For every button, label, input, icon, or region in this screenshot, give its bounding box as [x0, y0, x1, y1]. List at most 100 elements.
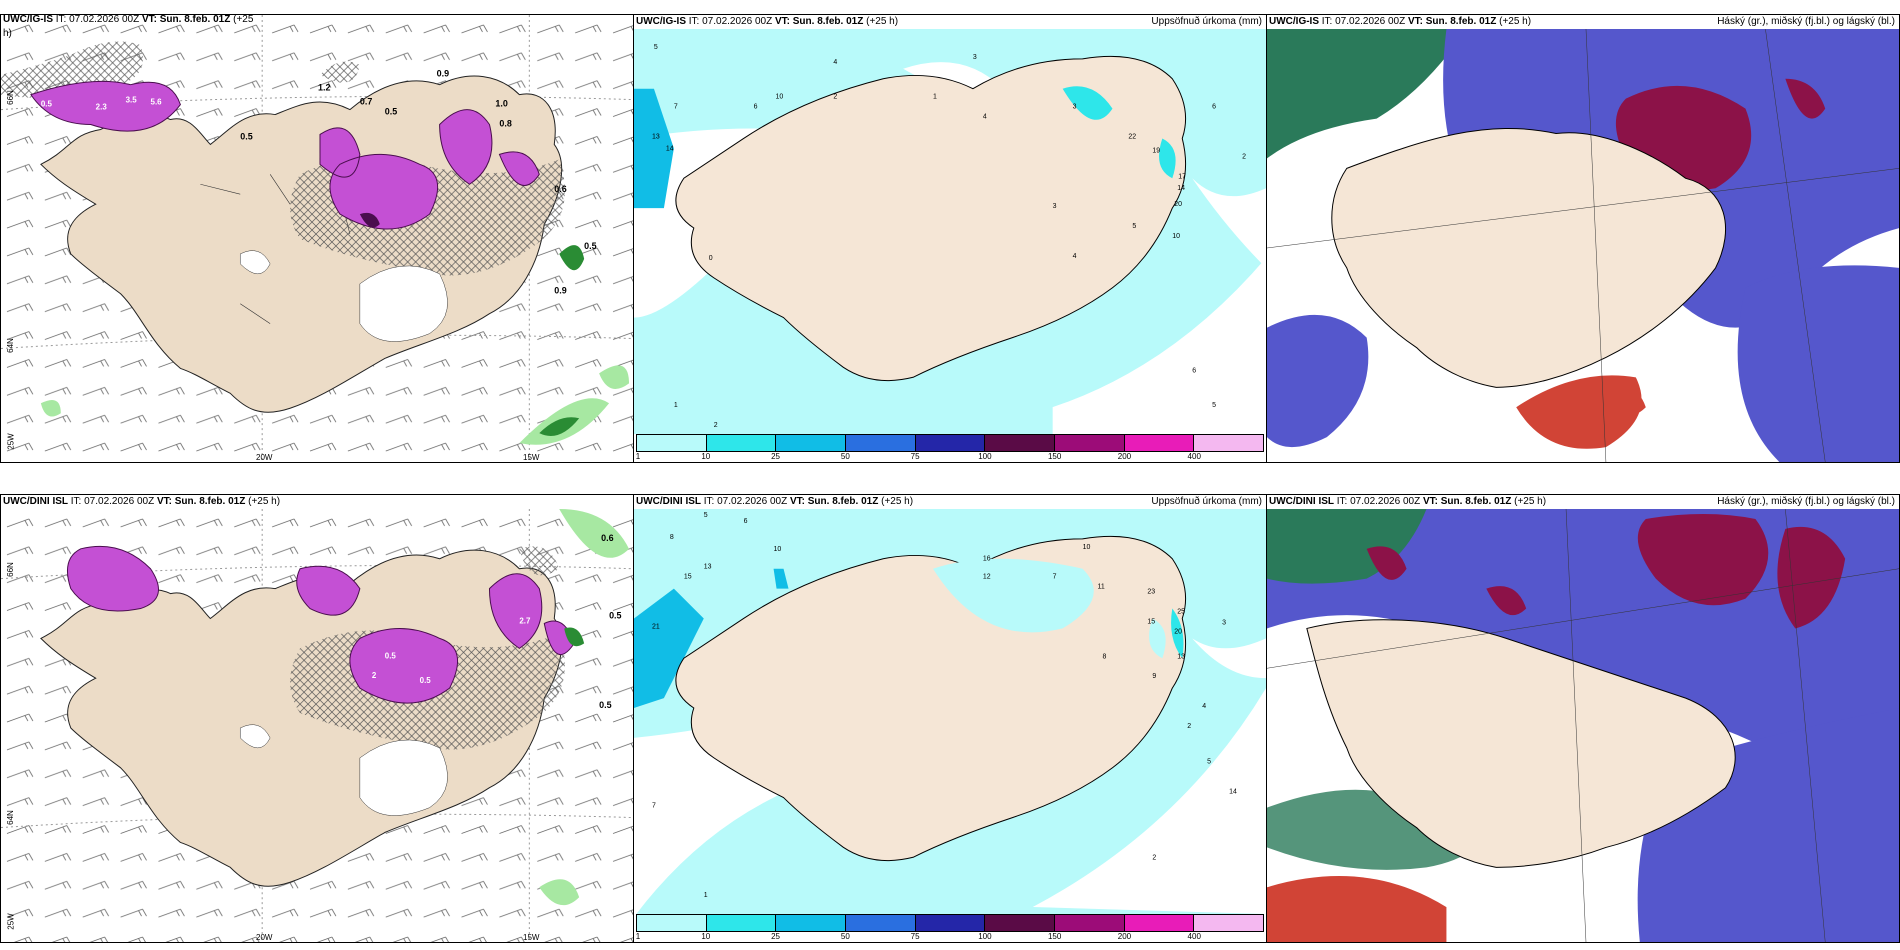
panel-row2-accum-precip: UWC/DINI ISL IT: 07.02.2026 00Z VT: Sun.…	[633, 494, 1267, 943]
colorbar-label: 400	[1187, 452, 1201, 461]
svg-text:14: 14	[1177, 185, 1185, 192]
map-cloud-cover	[1267, 29, 1899, 462]
panel-row1-clouds: UWC/IG-IS IT: 07.02.2026 00Z VT: Sun. 8.…	[1266, 14, 1900, 463]
svg-text:5: 5	[654, 44, 658, 51]
panel-row2-clouds: UWC/DINI ISL IT: 07.02.2026 00Z VT: Sun.…	[1266, 494, 1900, 943]
svg-text:19: 19	[1152, 147, 1160, 154]
colorbar: 1 10 25 50 75 100 150 200 400	[634, 914, 1266, 942]
colorbar-cell	[1124, 435, 1195, 451]
svg-text:2: 2	[1152, 854, 1156, 861]
lon-label: 25W	[6, 433, 16, 450]
map-accumulated-precip: 5 6 8 10 21 15 13 16 12 7 10 11 23 25 20…	[634, 509, 1266, 914]
lat-label: 64N	[5, 810, 15, 825]
lon-label: 25W	[6, 913, 16, 930]
svg-text:0.5: 0.5	[420, 676, 432, 685]
lat-label: 64N	[5, 338, 15, 353]
svg-text:8: 8	[670, 534, 674, 541]
colorbar-cell	[637, 915, 707, 931]
svg-text:10: 10	[776, 94, 784, 101]
svg-text:1: 1	[674, 402, 678, 409]
svg-text:2: 2	[833, 94, 837, 101]
colorbar-label: 100	[978, 932, 992, 941]
colorbar-label: 400	[1187, 932, 1201, 941]
svg-text:0.5: 0.5	[599, 700, 611, 710]
colorbar-label: 75	[910, 932, 920, 941]
svg-text:7: 7	[1053, 574, 1057, 581]
lon-label: 20W	[256, 933, 273, 942]
lon-label: 15W	[523, 933, 540, 942]
svg-text:6: 6	[1192, 367, 1196, 374]
colorbar-cell	[776, 435, 847, 451]
svg-text:8: 8	[1103, 653, 1107, 660]
svg-text:2: 2	[1242, 153, 1246, 160]
svg-text:6: 6	[744, 518, 748, 525]
svg-text:0.5: 0.5	[584, 241, 596, 251]
svg-text:15: 15	[684, 574, 692, 581]
svg-text:2: 2	[372, 671, 377, 680]
svg-text:1.2: 1.2	[318, 83, 330, 93]
svg-text:0.9: 0.9	[437, 69, 449, 79]
svg-text:0.9: 0.9	[554, 286, 566, 296]
colorbar: 1 10 25 50 75 100 150 200 400	[634, 434, 1266, 462]
svg-text:0.8: 0.8	[499, 119, 511, 129]
svg-text:14: 14	[666, 145, 674, 152]
precip-values: 5 4 3 7 13 14 6 10 2 1 4 3 22 19 17 14 2…	[652, 44, 1246, 429]
svg-text:12: 12	[983, 574, 991, 581]
lat-label: 66N	[5, 562, 15, 577]
svg-text:21: 21	[652, 623, 660, 630]
lon-label: 20W	[256, 453, 273, 462]
svg-text:3.5: 3.5	[126, 96, 138, 105]
svg-text:9: 9	[1152, 673, 1156, 680]
colorbar-cell	[637, 435, 707, 451]
colorbar-cell	[915, 435, 986, 451]
svg-text:17: 17	[1178, 173, 1186, 180]
svg-text:1.0: 1.0	[495, 99, 507, 109]
colorbar-label: 200	[1117, 452, 1132, 461]
panel-row2-wind-precip: UWC/DINI ISL IT: 07.02.2026 00Z VT: Sun.…	[0, 494, 634, 943]
svg-text:0.5: 0.5	[41, 100, 53, 109]
svg-text:0.5: 0.5	[385, 651, 397, 660]
map-wind-barbs-precip: 0.6 0.5 0.5 0.5 2.7 0.5 2	[1, 509, 633, 942]
svg-text:10: 10	[774, 546, 782, 553]
svg-text:20: 20	[1174, 628, 1182, 635]
svg-text:6: 6	[754, 104, 758, 111]
svg-text:0.6: 0.6	[601, 533, 613, 543]
svg-text:20: 20	[1174, 201, 1182, 208]
colorbar-label: 100	[978, 452, 992, 461]
svg-text:3: 3	[973, 54, 977, 61]
lon-label: 15W	[523, 453, 540, 462]
svg-text:10: 10	[1172, 233, 1180, 240]
svg-text:3: 3	[1053, 203, 1057, 210]
map-accumulated-precip: 5 4 3 7 13 14 6 10 2 1 4 3 22 19 17 14 2…	[634, 29, 1266, 434]
svg-text:0.6: 0.6	[554, 184, 566, 194]
svg-text:15: 15	[1147, 618, 1155, 625]
colorbar-cell	[1055, 435, 1125, 451]
colorbar-cell	[985, 915, 1056, 931]
svg-text:0: 0	[709, 255, 713, 262]
colorbar-label: 50	[840, 452, 850, 461]
colorbar-cell	[915, 915, 986, 931]
panel-title: UWC/DINI ISL IT: 07.02.2026 00Z VT: Sun.…	[3, 496, 281, 507]
colorbar-label: 1	[635, 452, 641, 461]
svg-text:2: 2	[714, 422, 718, 429]
panel-title: UWC/DINI ISL IT: 07.02.2026 00Z VT: Sun.…	[1269, 496, 1895, 507]
precip-values: 5 6 8 10 21 15 13 16 12 7 10 11 23 25 20…	[652, 512, 1237, 899]
svg-text:0.5: 0.5	[240, 131, 252, 141]
colorbar-label: 10	[701, 932, 711, 941]
svg-text:13: 13	[704, 564, 712, 571]
colorbar-label: 10	[701, 452, 711, 461]
svg-text:7: 7	[674, 104, 678, 111]
colorbar-label: 75	[910, 452, 920, 461]
svg-text:0.5: 0.5	[609, 611, 621, 621]
svg-text:2.7: 2.7	[519, 616, 531, 625]
panel-title: UWC/IG-IS IT: 07.02.2026 00Z VT: Sun. 8.…	[3, 14, 254, 39]
svg-text:23: 23	[1147, 589, 1155, 596]
svg-text:4: 4	[833, 59, 837, 66]
svg-text:0.7: 0.7	[360, 97, 372, 107]
svg-text:0.5: 0.5	[385, 107, 397, 117]
colorbar-label: 150	[1047, 452, 1062, 461]
svg-text:1: 1	[704, 892, 708, 899]
colorbar-label: 150	[1047, 932, 1062, 941]
svg-text:14: 14	[1229, 789, 1237, 796]
panel-title: UWC/IG-IS IT: 07.02.2026 00Z VT: Sun. 8.…	[1269, 16, 1895, 27]
